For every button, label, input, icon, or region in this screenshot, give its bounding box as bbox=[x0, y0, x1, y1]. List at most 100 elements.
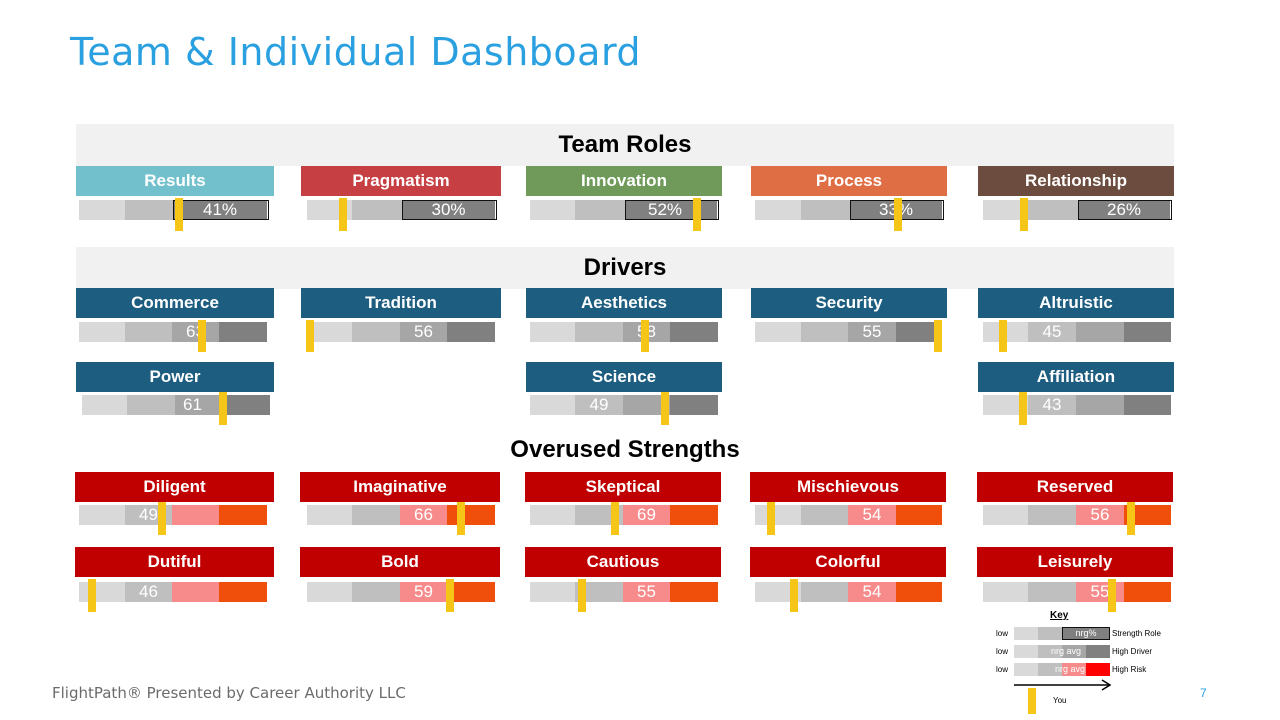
bar-high-segment bbox=[1124, 395, 1171, 415]
footer-text: FlightPath® Presented by Career Authorit… bbox=[52, 684, 406, 702]
bar-elevated-segment bbox=[1076, 505, 1124, 525]
risk-value: 46 bbox=[139, 582, 158, 601]
key-low-label: low bbox=[996, 647, 1009, 656]
bar-mid-segment bbox=[1028, 505, 1076, 525]
risk-bar-reserved: 56 bbox=[983, 505, 1173, 525]
bar-high-segment bbox=[1086, 645, 1110, 658]
role-bar-pragmatism: 30% bbox=[307, 200, 497, 220]
bar-low-segment bbox=[530, 395, 575, 415]
risk-bar-leisurely: 55 bbox=[983, 582, 1173, 602]
risk-header-skeptical: Skeptical bbox=[525, 472, 721, 502]
risk-header-diligent: Diligent bbox=[75, 472, 274, 502]
role-header-results: Results bbox=[76, 166, 274, 196]
role-value: 26% bbox=[1106, 200, 1142, 219]
bar-mid-segment bbox=[1028, 200, 1078, 220]
driver-bar-altruistic: 45 bbox=[983, 322, 1173, 342]
driver-bar-science: 49 bbox=[530, 395, 720, 415]
role-header-innovation: Innovation bbox=[526, 166, 722, 196]
role-value: 30% bbox=[431, 200, 466, 219]
bar-avg-segment bbox=[175, 395, 222, 415]
bar-high-risk-segment bbox=[896, 582, 942, 602]
role-value: 41% bbox=[202, 200, 238, 219]
bar-mid-segment bbox=[125, 582, 172, 602]
bar-outline bbox=[625, 200, 719, 220]
risk-header-cautious: Cautious bbox=[525, 547, 721, 577]
bar-low-segment bbox=[755, 582, 801, 602]
role-bar-relationship: 26% bbox=[983, 200, 1173, 220]
drivers-band bbox=[76, 247, 1174, 289]
bar-low-segment bbox=[307, 322, 352, 342]
bar-high-segment bbox=[1124, 322, 1171, 342]
risk-bar-mischievous: 54 bbox=[755, 505, 945, 525]
driver-bar-tradition: 56 bbox=[307, 322, 497, 342]
you-marker bbox=[306, 320, 314, 352]
you-marker bbox=[88, 579, 96, 612]
bar-low-segment bbox=[1014, 627, 1038, 640]
you-marker bbox=[641, 320, 649, 352]
bar-mid-segment bbox=[1028, 395, 1076, 415]
bar-outline bbox=[173, 200, 269, 220]
risk-value: 59 bbox=[414, 582, 433, 601]
risk-header-mischievous: Mischievous bbox=[750, 472, 946, 502]
bar-mid-segment bbox=[575, 200, 625, 220]
driver-value: 61 bbox=[183, 395, 202, 414]
driver-value: 49 bbox=[589, 395, 609, 414]
key-row-label: Strength Role bbox=[1112, 629, 1161, 638]
bar-high-risk-segment bbox=[1124, 505, 1171, 525]
risk-value: 66 bbox=[414, 505, 433, 524]
bar-high-segment bbox=[1078, 200, 1170, 220]
key-you-label: You bbox=[1053, 696, 1067, 705]
you-marker bbox=[219, 392, 227, 425]
team-roles-heading: Team Roles bbox=[558, 131, 692, 158]
overused-heading: Overused Strengths bbox=[510, 436, 740, 463]
bar-low-segment bbox=[983, 200, 1028, 220]
bar-low-segment bbox=[79, 200, 125, 220]
risk-bar-cautious: 55 bbox=[530, 582, 720, 602]
role-header-process: Process bbox=[751, 166, 947, 196]
bar-elevated-segment bbox=[848, 582, 896, 602]
driver-header-altruistic: Altruistic bbox=[978, 288, 1174, 318]
risk-bar-imaginative: 66 bbox=[307, 505, 497, 525]
bar-low-segment bbox=[82, 395, 127, 415]
bar-low-segment bbox=[530, 322, 575, 342]
risk-value: 69 bbox=[637, 505, 656, 524]
driver-bar-commerce: 63 bbox=[79, 322, 269, 342]
role-bar-innovation: 52% bbox=[530, 200, 720, 220]
bar-mid-segment bbox=[1038, 627, 1062, 640]
bar-high-risk-segment bbox=[1086, 663, 1110, 676]
bar-mid-segment bbox=[1028, 582, 1076, 602]
risk-bar-dutiful: 46 bbox=[79, 582, 269, 602]
bar-mid-segment bbox=[575, 395, 623, 415]
role-value: 52% bbox=[647, 200, 683, 219]
bar-high-risk-segment bbox=[219, 582, 267, 602]
driver-header-tradition: Tradition bbox=[301, 288, 501, 318]
key-bar-high-driver: nrg avg bbox=[1014, 645, 1110, 658]
bar-high-segment bbox=[219, 322, 267, 342]
risk-value: 56 bbox=[1090, 505, 1110, 524]
bar-mid-segment bbox=[1038, 645, 1062, 658]
bar-elevated-segment bbox=[623, 582, 670, 602]
bar-elevated-segment bbox=[400, 582, 447, 602]
bar-avg-segment bbox=[1076, 395, 1124, 415]
risk-header-bold: Bold bbox=[300, 547, 500, 577]
bar-mid-segment bbox=[125, 200, 173, 220]
key-bar-high-risk: nrg avg bbox=[1014, 663, 1110, 676]
bar-mid-segment bbox=[1038, 663, 1062, 676]
bar-high-risk-segment bbox=[447, 505, 495, 525]
bar-mid-segment bbox=[575, 322, 623, 342]
key-row-label: High Risk bbox=[1112, 665, 1147, 674]
you-marker bbox=[1020, 198, 1028, 231]
risk-header-reserved: Reserved bbox=[977, 472, 1173, 502]
bar-mid-segment bbox=[352, 505, 400, 525]
bar-low-segment bbox=[307, 582, 352, 602]
bar-high-risk-segment bbox=[670, 505, 718, 525]
driver-value: 43 bbox=[1042, 395, 1062, 414]
risk-header-dutiful: Dutiful bbox=[75, 547, 274, 577]
bar-high-risk-segment bbox=[1124, 582, 1171, 602]
driver-header-security: Security bbox=[751, 288, 947, 318]
bar-mid-segment bbox=[127, 395, 175, 415]
bar-avg-segment bbox=[1076, 322, 1124, 342]
bar-avg-segment bbox=[400, 322, 447, 342]
you-marker bbox=[661, 392, 669, 425]
driver-header-science: Science bbox=[526, 362, 722, 392]
